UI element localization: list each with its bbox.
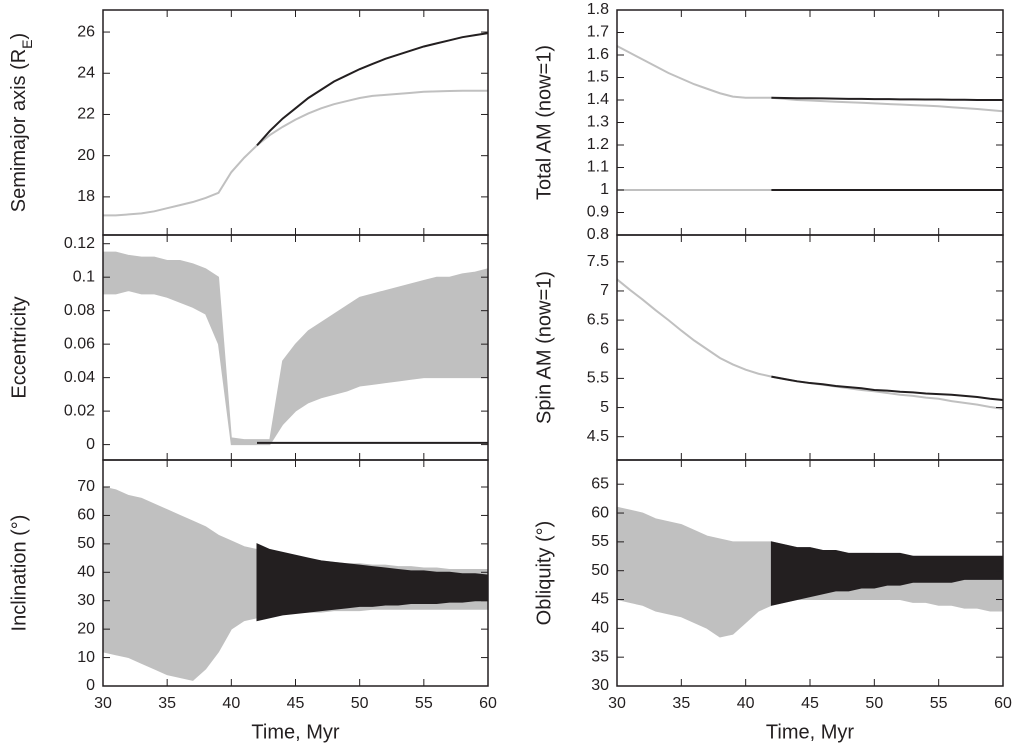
x-tick-label: 35	[672, 695, 690, 712]
y-tick-label: 1.2	[587, 136, 609, 153]
y-tick-label: 50	[77, 535, 95, 552]
y-tick-label: 70	[77, 478, 95, 495]
y-tick-label: 7.5	[587, 253, 609, 270]
line	[771, 375, 1004, 401]
x-tick-label: 30	[94, 695, 112, 712]
y-axis-label: Inclination (°)	[8, 515, 30, 632]
y-tick-label: 40	[77, 564, 95, 581]
line	[616, 278, 1004, 410]
y-axis-label-part: E	[19, 39, 35, 48]
y-axis-label: Obliquity (°)	[533, 521, 555, 626]
y-tick-label: 45	[591, 591, 609, 608]
y-tick-label: 35	[591, 648, 609, 665]
y-tick-label: 0.04	[64, 369, 95, 386]
x-tick-label: 40	[222, 695, 240, 712]
y-tick-label: 50	[591, 562, 609, 579]
line	[771, 96, 1003, 101]
y-axis-label: Spin AM (now=1)	[533, 271, 555, 424]
y-tick-label: 6	[600, 340, 609, 357]
y-tick-label: 0.08	[64, 302, 95, 319]
y-tick-label: 22	[77, 106, 95, 123]
y-tick-label: 1.1	[587, 159, 609, 176]
y-tick-label: 6.5	[587, 311, 609, 328]
y-tick-label: 1.4	[587, 91, 609, 108]
y-tick-label: 26	[77, 23, 95, 40]
y-tick-label: 1.3	[587, 114, 609, 131]
y-tick-label: 24	[77, 64, 95, 81]
y-axis-label: Eccentricity	[8, 296, 30, 398]
x-tick-label: 45	[287, 695, 305, 712]
y-tick-label: 20	[77, 620, 95, 637]
y-tick-label: 20	[77, 147, 95, 164]
line	[616, 45, 1004, 113]
y-tick-label: 60	[591, 504, 609, 521]
y-tick-label: 0.02	[64, 402, 95, 419]
y-tick-label: 60	[77, 507, 95, 524]
x-axis-label: Time, Myr	[251, 721, 339, 743]
x-tick-label: 40	[737, 695, 755, 712]
x-tick-label: 30	[608, 695, 626, 712]
y-tick-label: 0.06	[64, 335, 95, 352]
y-tick-label: 1.6	[587, 46, 609, 63]
y-axis-label: Semimajor axis (RE)	[8, 33, 34, 212]
plot-frame	[102, 9, 489, 236]
y-tick-label: 4.5	[587, 428, 609, 445]
y-tick-label: 5.5	[587, 370, 609, 387]
y-tick-label: 40	[591, 620, 609, 637]
plot-frame	[616, 9, 1004, 236]
y-tick-label: 1	[600, 181, 609, 198]
y-tick-label: 0	[86, 677, 95, 694]
x-tick-label: 55	[415, 695, 433, 712]
x-tick-label: 50	[865, 695, 883, 712]
y-axis-label-part: Semimajor axis (R	[8, 49, 30, 212]
y-tick-label: 30	[591, 677, 609, 694]
y-tick-label: 55	[591, 533, 609, 550]
line	[256, 32, 489, 147]
y-axis-label: Total AM (now=1)	[533, 45, 555, 200]
y-tick-label: 7	[600, 282, 609, 299]
y-tick-label: 0.8	[587, 226, 609, 243]
x-tick-label: 60	[994, 695, 1012, 712]
y-tick-label: 0.1	[73, 268, 95, 285]
y-tick-label: 1.8	[587, 1, 609, 18]
y-tick-label: 1.5	[587, 69, 609, 86]
y-tick-label: 10	[77, 649, 95, 666]
y-tick-label: 18	[77, 188, 95, 205]
y-axis-label-part: )	[8, 33, 30, 40]
y-tick-label: 5	[600, 399, 609, 416]
x-axis-label: Time, Myr	[766, 721, 854, 743]
x-tick-label: 45	[801, 695, 819, 712]
y-tick-label: 0	[86, 436, 95, 453]
x-tick-label: 55	[930, 695, 948, 712]
band	[102, 251, 489, 446]
y-tick-label: 65	[591, 475, 609, 492]
line	[103, 89, 488, 217]
plot-frame	[616, 234, 1004, 461]
y-tick-label: 0.12	[64, 235, 95, 252]
y-tick-label: 1.7	[587, 24, 609, 41]
y-tick-label: 30	[77, 592, 95, 609]
x-tick-label: 35	[158, 695, 176, 712]
y-tick-label: 0.9	[587, 204, 609, 221]
x-tick-label: 50	[351, 695, 369, 712]
x-tick-label: 60	[479, 695, 497, 712]
